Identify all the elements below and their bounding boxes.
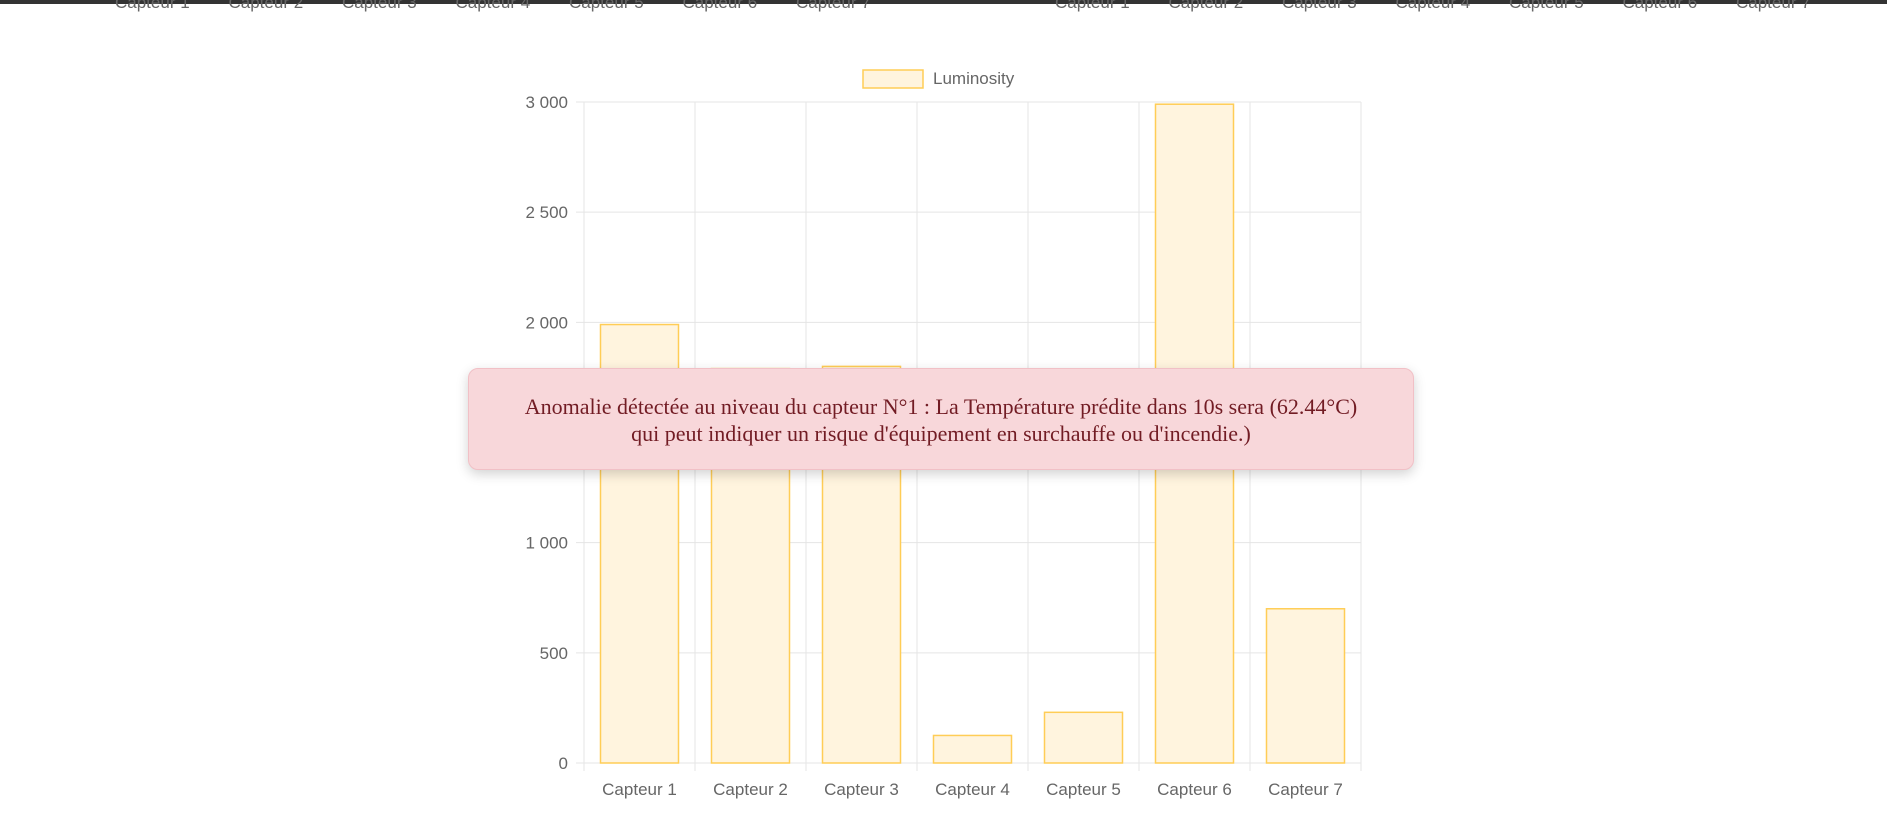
y-tick-label: 2 500 [525, 203, 568, 222]
y-tick-label: 3 000 [525, 93, 568, 112]
top-axis-right-label: Capteur 6 [1622, 0, 1698, 12]
x-tick-label: Capteur 7 [1268, 780, 1343, 799]
x-tick-label: Capteur 5 [1046, 780, 1121, 799]
top-axis-left-label: Capteur 4 [455, 0, 531, 12]
previous-chart-axis-strip-right: Capteur 1 Capteur 2 Capteur 3 Capteur 4 Capt… [1050, 0, 1840, 18]
anomaly-alert: Anomalie détectée au niveau du capteur N… [468, 368, 1414, 470]
previous-chart-axis-strip-left: Capteur 1 Capteur 2 Capteur 3 Capteur 4 Capt… [110, 0, 900, 18]
top-axis-right-label: Capteur 5 [1509, 0, 1584, 12]
top-axis-right-label: Capteur 2 [1168, 0, 1244, 12]
top-axis-right-label: Capteur 4 [1395, 0, 1471, 12]
top-axis-right-label: Capteur 7 [1736, 0, 1811, 12]
x-tick-label: Capteur 4 [935, 780, 1010, 799]
y-tick-label: 1 000 [525, 534, 568, 553]
x-tick-label: Capteur 1 [602, 780, 677, 799]
top-axis-left-label: Capteur 6 [682, 0, 758, 12]
bar-capteur-7 [1265, 608, 1346, 764]
top-axis-left-label: Capteur 2 [228, 0, 304, 12]
x-tick-label: Capteur 3 [824, 780, 899, 799]
x-tick-label: Capteur 6 [1157, 780, 1232, 799]
anomaly-alert-message: Anomalie détectée au niveau du capteur N… [524, 394, 1358, 446]
y-tick-label: 2 000 [525, 313, 568, 332]
y-tick-label: 0 [559, 754, 568, 773]
top-bar [0, 0, 1887, 4]
x-tick-label: Capteur 2 [713, 780, 788, 799]
top-axis-right-label: Capteur 1 [1055, 0, 1130, 12]
legend-swatch [862, 69, 924, 89]
bar-capteur-4 [932, 734, 1013, 764]
top-axis-left-label: Capteur 5 [569, 0, 644, 12]
top-axis-left-label: Capteur 7 [796, 0, 871, 12]
bar-capteur-5 [1043, 711, 1124, 764]
top-axis-left-label: Capteur 1 [115, 0, 190, 12]
top-axis-left-label: Capteur 3 [342, 0, 417, 12]
top-axis-right-label: Capteur 3 [1282, 0, 1357, 12]
legend-label: Luminosity [933, 69, 1015, 88]
y-tick-label: 500 [540, 644, 568, 663]
